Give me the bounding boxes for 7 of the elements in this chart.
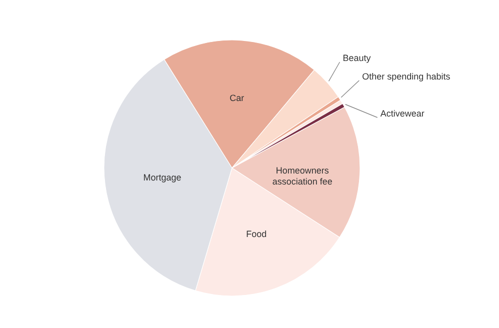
slice-label: Mortgage bbox=[143, 172, 182, 182]
slice-label: Homeowners association fee bbox=[272, 166, 332, 187]
slice-label: Car bbox=[230, 92, 244, 103]
slice-label: Other spending habits bbox=[362, 72, 451, 82]
slice-label: Activewear bbox=[380, 108, 424, 118]
slice-label: Beauty bbox=[342, 53, 372, 63]
slice-label: Food bbox=[246, 229, 267, 240]
